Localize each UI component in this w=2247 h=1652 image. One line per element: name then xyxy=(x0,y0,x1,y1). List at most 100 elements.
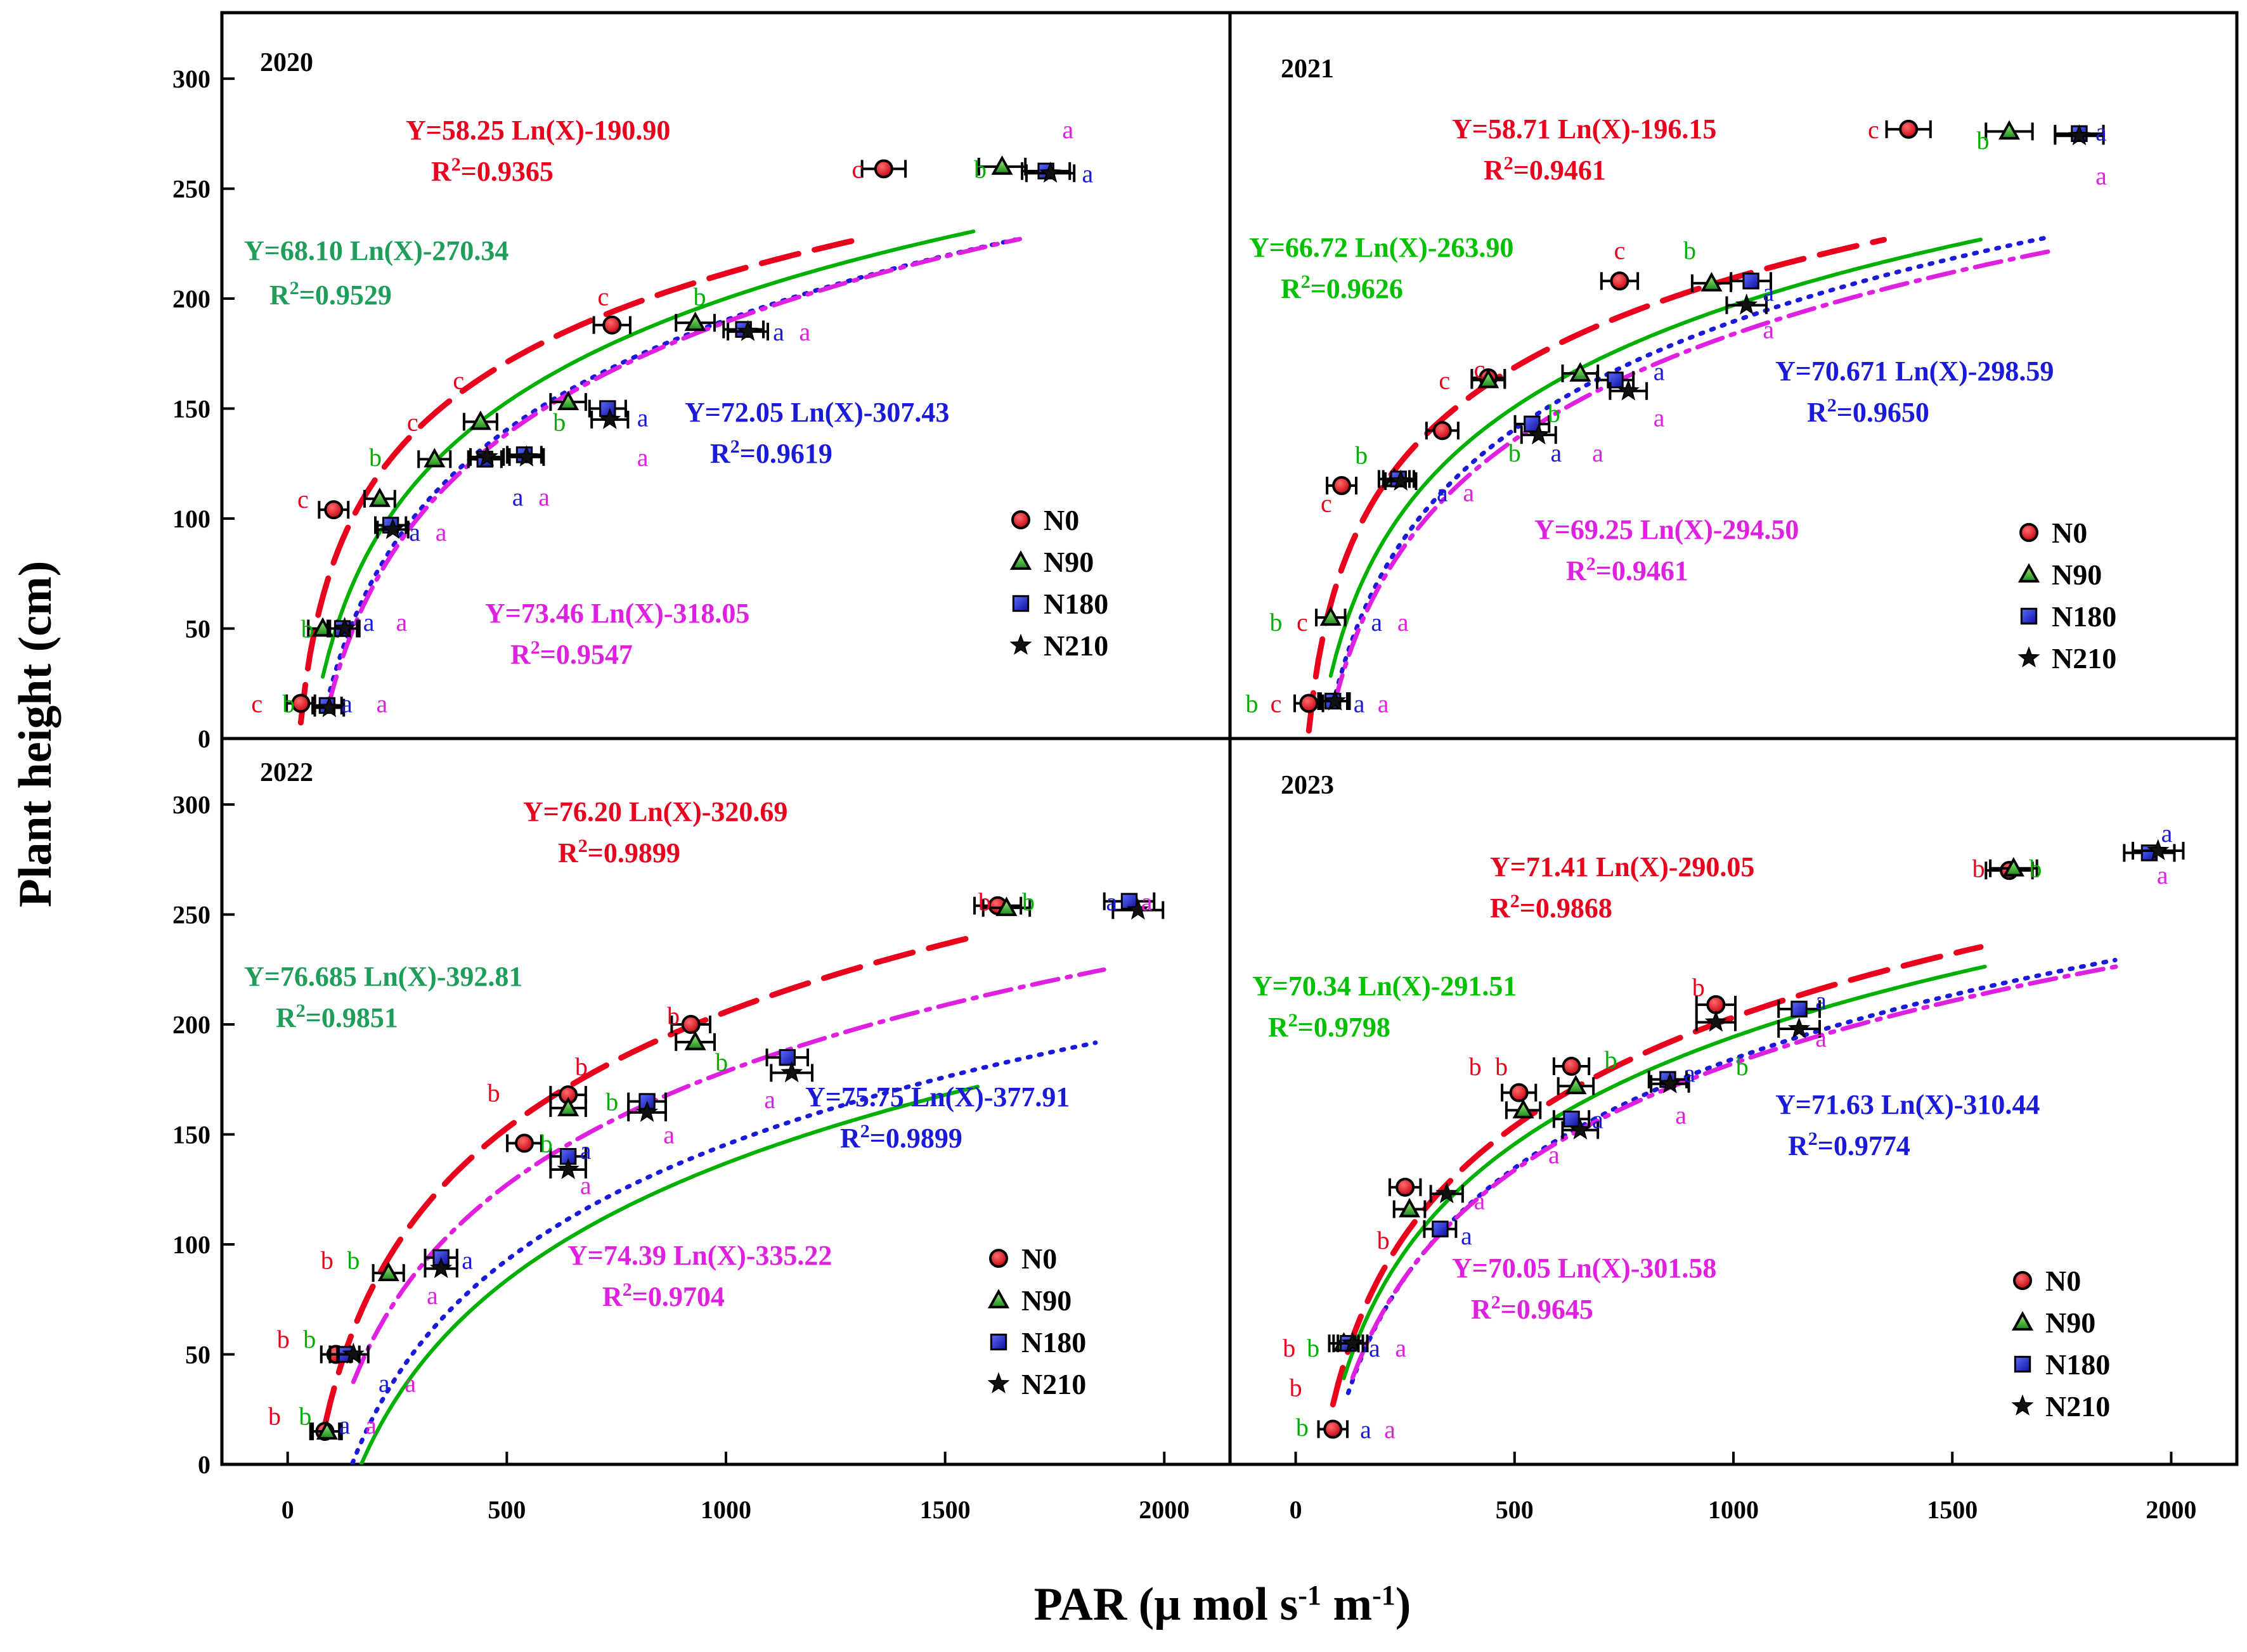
panel-2022-letter-5: b xyxy=(303,1325,316,1353)
panel-2022-letter-6: a xyxy=(379,1369,390,1398)
panel-2022-legend-label-N90: N90 xyxy=(1021,1284,1072,1317)
panel-2020-legend-marker-N180 xyxy=(1012,595,1030,612)
panel-2023-letter-16: b xyxy=(1692,973,1705,1002)
panel-2022-letter-15: a xyxy=(580,1136,592,1165)
panel-2023-point-N210-6 xyxy=(2147,839,2170,860)
panel-2023-letter-6: a xyxy=(1369,1334,1380,1362)
x-axis-title-main: PAR (μ mol s xyxy=(1034,1578,1298,1630)
panel-2021-r2-N0: R2=0.9461 xyxy=(1484,153,1606,186)
panel-2021-point-N90-5 xyxy=(1998,120,2021,140)
panel-2021-r2-value-N90: =0.9626 xyxy=(1311,273,1403,304)
panel-2023-point-N90-4 xyxy=(2002,856,2024,877)
panel-2021-point-N90-2 xyxy=(1477,368,1499,389)
panel-2021-equation-N180: Y=70.671 Ln(X)-298.59 xyxy=(1775,356,2054,387)
panel-2021-legend: N0 N90 N180 N210 xyxy=(2017,517,2116,674)
panel-2022-legend-label-N0: N0 xyxy=(1021,1242,1057,1275)
panel-2021-point-N90-4 xyxy=(1700,272,1723,292)
panel-2022-fit-N180 xyxy=(349,1040,1098,1464)
panel-2020-letter-19: b xyxy=(694,283,706,311)
panel-2020-point-N90-4 xyxy=(557,390,580,411)
panel-2022-ytick-label-0: 0 xyxy=(198,1450,210,1479)
panel-2022-r2-label-N210: R xyxy=(602,1281,623,1312)
panel-2023-letter-23: b xyxy=(2029,855,2042,883)
panel-2022-legend-marker-N180 xyxy=(990,1333,1007,1351)
panel-2022-point-N210-0 xyxy=(342,1342,365,1364)
panel-2023-xtick-label-1000: 1000 xyxy=(1708,1495,1759,1524)
panel-2023-point-N0-2 xyxy=(1509,1083,1529,1102)
panel-2021-point-N210-3 xyxy=(1617,379,1640,401)
panel-2022-xtick-label-1000: 1000 xyxy=(701,1495,751,1524)
panel-2022-r2-value-N90: =0.9851 xyxy=(306,1002,398,1033)
panel-2023-letter-14: a xyxy=(1548,1140,1560,1169)
panel-2021-letter-11: a xyxy=(1463,478,1474,507)
panel-2021-r2-value-N180: =0.9650 xyxy=(1837,397,1929,428)
panel-2023-legend-label-N0: N0 xyxy=(2045,1265,2081,1297)
panel-2021-letter-5: c xyxy=(1297,608,1308,636)
panel-2022-r2-label-N180: R xyxy=(840,1123,861,1154)
panel-2021-letter-0: b xyxy=(1246,689,1259,718)
panel-2022-point-N90-1 xyxy=(377,1262,399,1282)
x-axis-title-end: ) xyxy=(1395,1578,1411,1630)
panel-2022-point-N90-2 xyxy=(557,1097,580,1116)
panel-2023-point-N210-5 xyxy=(1787,1017,1811,1038)
panel-2020-legend: N0 N90 N180 N210 xyxy=(1009,504,1108,662)
panel-2021-point-N0-2 xyxy=(1432,421,1452,441)
panel-2022-r2-exp-N0: 2 xyxy=(578,836,588,856)
panel-2021-point-N210-1 xyxy=(1389,469,1412,491)
panel-2020-letter-11: a xyxy=(409,518,420,546)
panel-2020-point-N90-5 xyxy=(684,311,706,332)
panel-2022-letter-23: b xyxy=(1022,887,1035,916)
panel-2021-legend-marker-N180 xyxy=(2020,607,2038,625)
panel-2020-r2-exp-N0: 2 xyxy=(451,154,461,175)
panel-2020-letter-0: c xyxy=(251,689,262,718)
panel-2020-ytick-label-100: 100 xyxy=(172,505,210,533)
panel-2022-equation-N210: Y=74.39 Ln(X)-335.22 xyxy=(567,1240,832,1271)
panel-2022-title: 2022 xyxy=(260,758,313,787)
panel-2022-letter-20: b xyxy=(715,1048,728,1076)
panel-2023-letter-19: a xyxy=(1675,1100,1687,1129)
panel-2020-letter-15: b xyxy=(553,408,566,436)
panel-2020-point-N0-0 xyxy=(291,694,311,713)
panel-2022-r2-value-N180: =0.9899 xyxy=(870,1123,962,1154)
panel-2023-letter-18: a xyxy=(1684,1059,1695,1087)
panel-2021-equation-N90: Y=66.72 Ln(X)-263.90 xyxy=(1249,232,1513,263)
panel-2021-point-N180-3 xyxy=(1607,371,1624,389)
panel-2023-letter-15: b xyxy=(1605,1046,1617,1074)
panel-2020-letter-2: a xyxy=(341,689,353,718)
panel-2023-letter-11: b xyxy=(1469,1052,1482,1081)
panel-2023-legend-marker-N180 xyxy=(2014,1355,2031,1373)
panel-2023-fit-N0 xyxy=(1330,944,1984,1408)
panel-2021-r2-label-N0: R xyxy=(1484,155,1505,186)
panel-2020-letter-18: a xyxy=(637,443,649,472)
panel-2020-point-N90-1 xyxy=(368,487,391,507)
panel-2022-r2-exp-N180: 2 xyxy=(860,1121,870,1142)
panel-2020-r2-value-N180: =0.9619 xyxy=(740,438,832,469)
panel-2020-r2-exp-N210: 2 xyxy=(531,637,540,658)
panel-2021-r2-label-N90: R xyxy=(1281,273,1302,304)
panel-2021-title: 2021 xyxy=(1281,55,1334,84)
panel-2020-letter-22: c xyxy=(852,155,864,183)
panel-2021-points-N210 xyxy=(1319,124,2105,711)
panel-2023-points-N0 xyxy=(1317,861,2034,1439)
panel-2020-letter-25: a xyxy=(1062,115,1073,144)
panel-2022-ytick-label-50: 50 xyxy=(185,1341,210,1369)
panel-2023-r2-label-N0: R xyxy=(1490,893,1511,924)
panel-2022-letter-22: b xyxy=(978,887,991,916)
panel-2022-equation-N0: Y=76.20 Ln(X)-320.69 xyxy=(523,796,787,827)
panel-2022-r2-N210: R2=0.9704 xyxy=(602,1279,725,1313)
panel-2021-legend-label-N90: N90 xyxy=(2052,558,2102,591)
panel-2021-fit-N90 xyxy=(1328,237,1983,678)
panel-2021-point-N0-0 xyxy=(1299,694,1319,713)
panel-2020-point-N210-4 xyxy=(515,445,538,467)
panel-2020-letter-6: a xyxy=(396,608,408,636)
panel-2023-letter-4: b xyxy=(1283,1334,1295,1362)
panel-2021-point-N90-0 xyxy=(1319,606,1342,626)
panel-2023-point-N0-3 xyxy=(1562,1056,1581,1076)
panel-2022-letter-13: b xyxy=(540,1129,553,1158)
panel-2020-ytick-label-0: 0 xyxy=(198,725,210,753)
panel-2020-title: 2020 xyxy=(260,48,313,77)
panel-2022-letter-10: a xyxy=(462,1246,473,1274)
panel-2023-r2-label-N180: R xyxy=(1788,1130,1809,1161)
panel-2020-point-N90-6 xyxy=(991,155,1013,175)
